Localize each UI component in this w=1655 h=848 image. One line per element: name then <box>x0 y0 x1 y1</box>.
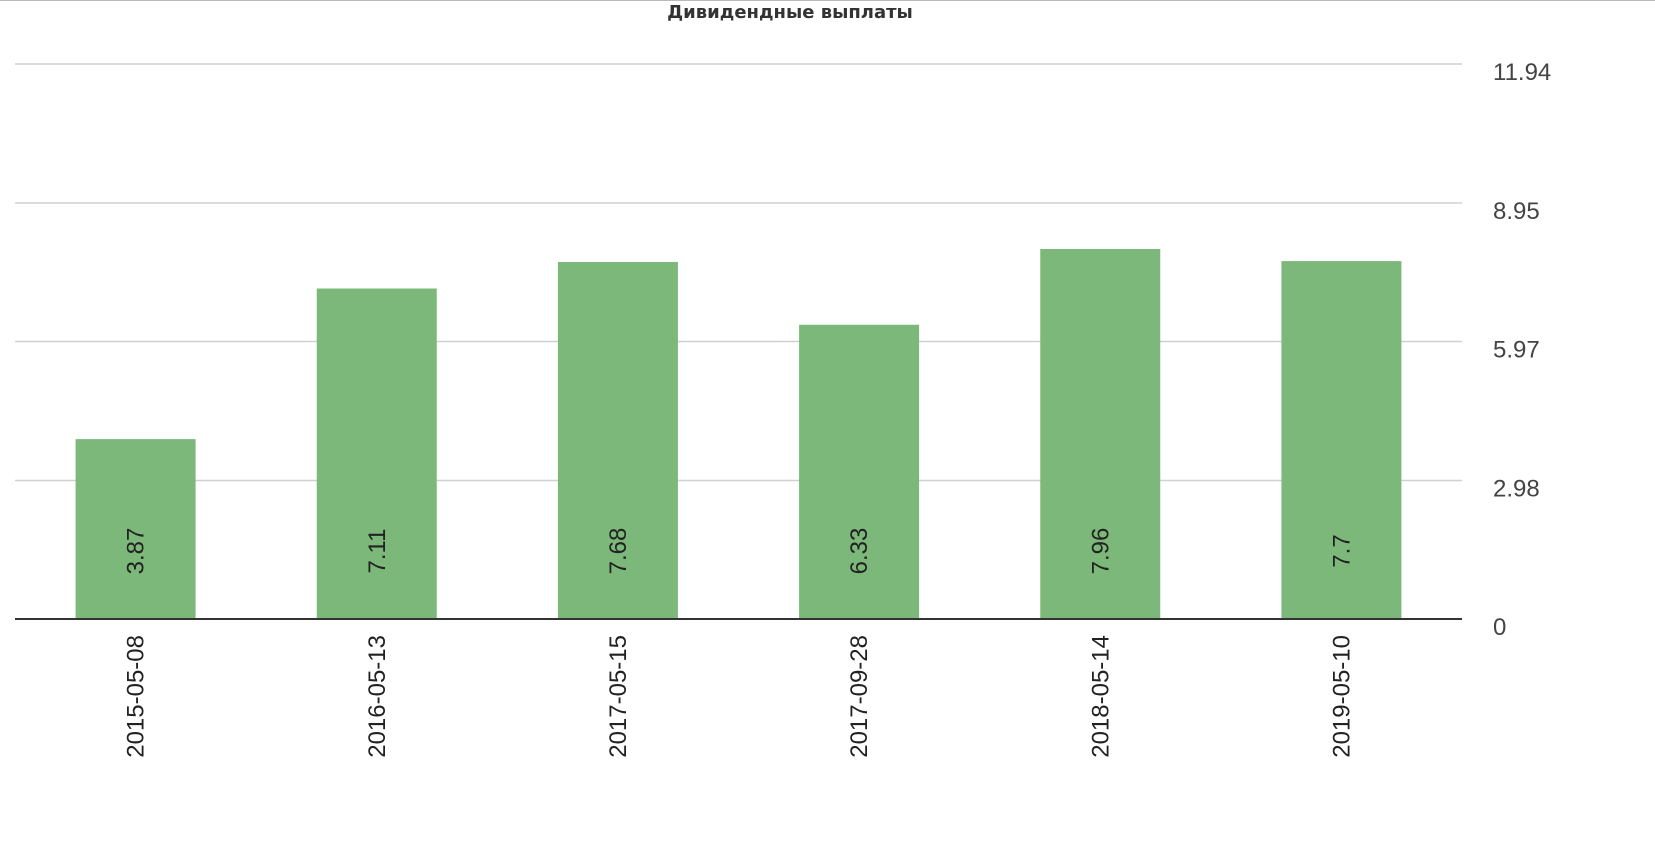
bar <box>799 324 920 619</box>
bar-value-label: 6.33 <box>846 528 873 575</box>
y-tick-label: 11.94 <box>1493 59 1551 86</box>
bar-value-label: 7.68 <box>605 528 632 575</box>
bar-value-label: 7.96 <box>1087 528 1114 575</box>
x-tick-label: 2019-05-10 <box>1328 635 1355 758</box>
gridlines <box>15 63 1462 482</box>
y-tick-label: 2.98 <box>1493 475 1540 502</box>
x-tick-label: 2017-05-15 <box>605 635 632 758</box>
x-tick-label: 2018-05-14 <box>1087 635 1114 758</box>
bar-value-label: 3.87 <box>123 528 150 575</box>
bar <box>1281 261 1402 619</box>
y-tick-label: 5.97 <box>1493 337 1540 364</box>
bar <box>316 288 437 619</box>
bars: 3.87 7.11 7.68 6.33 7.96 7.7 <box>75 249 1402 619</box>
x-tick-label: 2016-05-13 <box>364 635 391 758</box>
x-tick-label: 2017-09-28 <box>846 635 873 758</box>
y-tick-label: 8.95 <box>1493 198 1540 225</box>
bar-value-label: 7.7 <box>1328 534 1355 567</box>
bar <box>557 262 678 619</box>
bar <box>1040 249 1161 619</box>
chart-title: Дивидендные выплаты <box>667 2 913 23</box>
y-tick-label: 0 <box>1493 614 1506 641</box>
bar <box>75 439 196 619</box>
axes: 0 2.98 5.97 8.95 11.94 2015-05-08 2016-05-13 20… <box>15 59 1551 758</box>
x-tick-label: 2015-05-08 <box>123 635 150 758</box>
bar-value-label: 7.11 <box>364 529 391 574</box>
